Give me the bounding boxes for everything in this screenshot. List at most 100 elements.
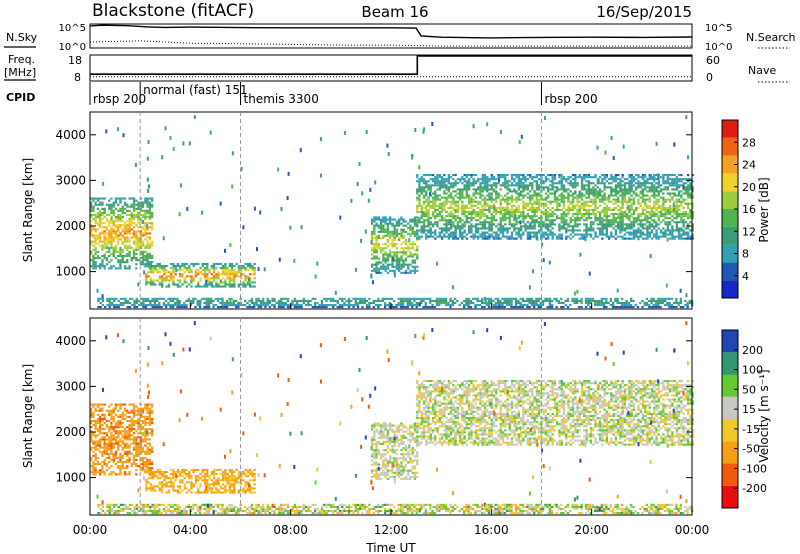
power-cell [224, 285, 227, 288]
power-cell [589, 190, 593, 193]
power-cell [370, 269, 374, 272]
power-cell [377, 230, 380, 233]
power-cell [393, 226, 396, 229]
power-cell [512, 306, 515, 309]
power-speck [576, 289, 579, 294]
power-cell [551, 211, 554, 214]
power-cell [194, 262, 198, 265]
power-cell [397, 301, 400, 304]
power-cell [375, 261, 378, 264]
power-cell [420, 301, 423, 304]
power-cell [589, 221, 593, 224]
power-cell [456, 223, 459, 226]
power-cell [429, 206, 432, 209]
power-cell [244, 299, 247, 302]
power-speck [493, 205, 496, 210]
power-cell [637, 231, 640, 234]
power-cell [368, 304, 371, 307]
power-cell [194, 269, 198, 272]
power-cell [434, 211, 437, 214]
power-cell [510, 204, 514, 207]
power-cell [277, 301, 281, 304]
power-cell [662, 219, 665, 222]
power-cell [659, 208, 663, 211]
power-cell [246, 277, 250, 280]
power-cell [332, 297, 335, 300]
power-cell [483, 223, 487, 226]
power-speck [392, 257, 395, 262]
power-cell [639, 225, 642, 228]
power-cell [562, 190, 566, 193]
power-cell [148, 203, 151, 206]
power-speck [253, 206, 256, 211]
power-cell [531, 225, 534, 228]
power-cell [221, 301, 224, 304]
power-cell [402, 301, 405, 304]
power-cell [673, 194, 676, 197]
power-cell [399, 299, 403, 302]
power-speck [169, 135, 172, 140]
power-cell [524, 204, 527, 207]
power-cell [529, 196, 532, 199]
power-cell [481, 223, 484, 226]
power-cell [298, 306, 301, 309]
power-cell [623, 211, 627, 214]
power-cell [488, 208, 491, 211]
power-cell [228, 265, 231, 268]
power-cell [567, 192, 570, 195]
power-cell [146, 240, 149, 243]
power-cell [650, 208, 654, 211]
power-speck [627, 205, 630, 210]
power-cell [305, 304, 308, 307]
power-cell [594, 194, 597, 197]
power-cell [163, 273, 166, 276]
power-cell [444, 304, 448, 307]
power-cell [131, 304, 134, 307]
power-cell [553, 223, 557, 226]
power-cell [224, 271, 227, 274]
power-speck [367, 198, 370, 203]
power-cell [515, 208, 518, 211]
power-cell [544, 178, 548, 181]
velocity-cell [99, 417, 102, 420]
power-cell [117, 203, 120, 206]
power-cell [235, 306, 238, 309]
power-cell [659, 196, 663, 199]
power-cell [226, 273, 229, 276]
power-cell [682, 229, 685, 232]
power-cell [510, 225, 514, 228]
power-cell [510, 190, 514, 193]
power-cell [486, 208, 489, 211]
power-cell [144, 297, 147, 300]
power-cell [605, 208, 608, 211]
power-cell [416, 221, 419, 224]
power-cell [533, 306, 536, 309]
power-cell [119, 224, 122, 227]
power-cell [648, 213, 651, 216]
power-cell [549, 231, 552, 234]
power-cell [524, 223, 527, 226]
power-cell [434, 217, 437, 220]
velocity-cell [105, 456, 109, 459]
power-cell [434, 184, 437, 187]
power-cell [522, 174, 525, 177]
power-cell [139, 230, 142, 233]
power-cell [689, 192, 692, 195]
power-cell [598, 299, 601, 302]
power-cell [148, 261, 151, 264]
power-cell [375, 241, 378, 244]
power-cell [407, 247, 410, 250]
power-cell [580, 306, 583, 309]
power-cell [538, 225, 541, 228]
power-cell [389, 255, 392, 258]
power-cell [427, 196, 430, 199]
power-cell [447, 180, 450, 183]
power-cell [94, 236, 97, 239]
power-cell [334, 299, 337, 302]
power-cell [101, 259, 104, 262]
power-cell [163, 277, 166, 280]
power-cell [470, 202, 473, 205]
power-cell [488, 211, 491, 214]
power-cell [391, 224, 394, 227]
power-cell [146, 252, 149, 255]
